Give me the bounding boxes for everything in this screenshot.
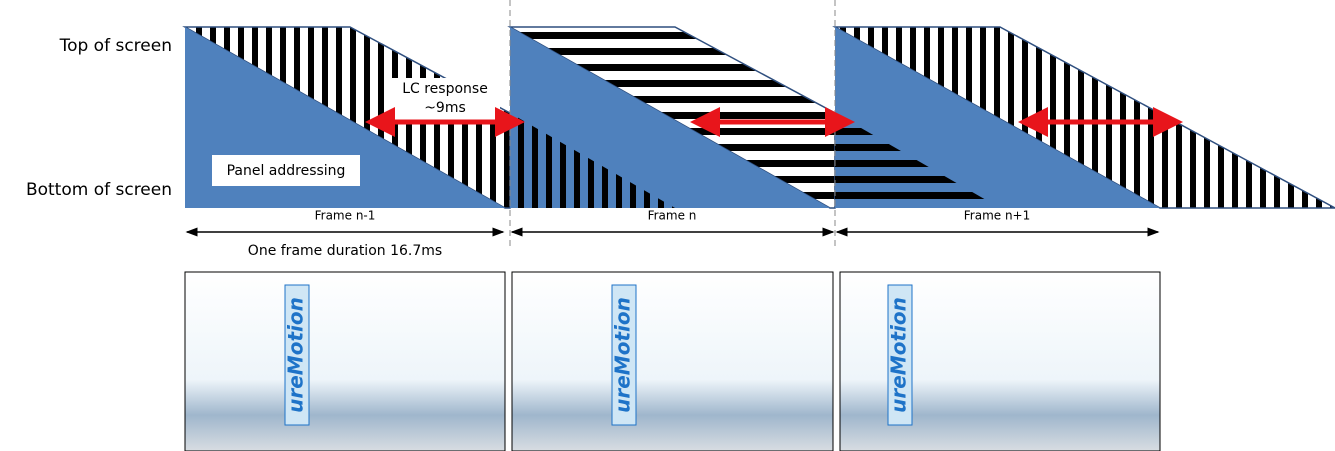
panel-label: Panel addressing [227, 163, 346, 179]
photo-text: ureMotion [611, 297, 635, 413]
duration-label: One frame duration 16.7ms [248, 243, 442, 259]
bottom-label: Bottom of screen [26, 180, 172, 200]
page: Top of screen Bottom of screen LC respon… [0, 0, 1335, 451]
photo: ureMotion [512, 272, 833, 451]
frame-label: Frame n-1 [315, 209, 376, 223]
photos: ureMotion ureMotion ureMotion [185, 272, 1160, 451]
diagram: Top of screen Bottom of screen LC respon… [0, 0, 1335, 451]
frame-n-graphic [510, 27, 835, 208]
photo: ureMotion [840, 272, 1160, 451]
frame-label: Frame n [648, 209, 697, 223]
lc-label: LC response [402, 81, 488, 97]
top-label: Top of screen [59, 36, 172, 56]
frame-label: Frame n+1 [964, 209, 1031, 223]
photo-text: ureMotion [284, 297, 308, 413]
frame-n-plus-1-graphic [835, 27, 1335, 208]
photo: ureMotion [185, 272, 505, 451]
lc-time: ~9ms [424, 100, 466, 116]
photo-text: ureMotion [887, 297, 911, 413]
